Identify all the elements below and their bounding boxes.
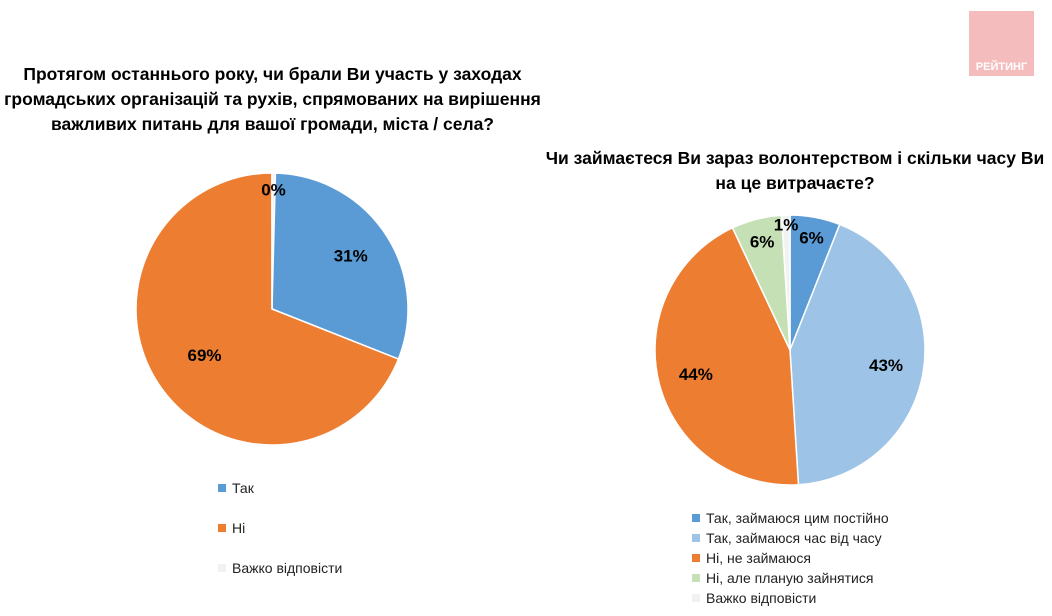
chart-1-data-label-0: 31% — [334, 246, 368, 265]
legend-swatch — [692, 594, 700, 602]
chart-2-title: Чи займаєтеся Ви зараз волонтерством і с… — [545, 148, 1045, 193]
chart-1-data-label-1: 69% — [187, 346, 221, 365]
legend-swatch — [692, 534, 700, 542]
legend-item: Ні, не займаюся — [692, 548, 889, 568]
legend-label: Ні, але планую зайнятися — [706, 570, 874, 586]
legend-item: Так, займаюся час від часу — [692, 528, 889, 548]
chart-1-slice-0 — [271, 172, 409, 361]
legend-label: Так, займаюся час від часу — [706, 530, 882, 546]
legend-item: Ні — [218, 508, 342, 548]
chart-2-data-label-2: 44% — [679, 365, 713, 384]
chart-2-data-label-4: 1% — [774, 216, 799, 235]
chart-2-data-label-3: 6% — [750, 232, 775, 251]
legend-item: Так — [218, 468, 342, 508]
chart-2-data-label-0: 6% — [799, 228, 824, 247]
legend-label: Ні — [232, 520, 246, 536]
legend-swatch — [692, 514, 700, 522]
chart-1-data-label-2: 0% — [261, 180, 286, 199]
legend-label: Важко відповісти — [232, 560, 343, 576]
chart-1-legend: Так Ні Важко відповісти — [218, 468, 342, 588]
chart-1-slice-2 — [271, 172, 277, 310]
legend-item: Ні, але планую зайнятися — [692, 568, 889, 588]
legend-label: Важко відповісти — [706, 590, 817, 606]
legend-swatch — [692, 554, 700, 562]
logo-text: РЕЙТИНГ — [975, 61, 1028, 73]
legend-item: Важко відповісти — [692, 588, 889, 608]
rating-logo: РЕЙТИНГ — [969, 11, 1034, 76]
legend-item: Так, займаюся цим постійно — [692, 508, 889, 528]
chart-2-legend: Так, займаюся цим постійно Так, займаюся … — [692, 508, 889, 608]
legend-swatch — [218, 524, 226, 532]
legend-label: Ні, не займаюся — [706, 550, 811, 566]
legend-label: Так, займаюся цим постійно — [706, 510, 889, 526]
legend-label: Так — [232, 480, 254, 496]
chart-2-data-label-1: 43% — [869, 356, 903, 375]
chart-2-slice-1 — [789, 223, 926, 486]
legend-swatch — [218, 564, 226, 572]
chart-1-title: Протягом останнього року, чи брали Ви уч… — [4, 64, 541, 134]
legend-swatch — [218, 484, 226, 492]
legend-item: Важко відповісти — [218, 548, 342, 588]
legend-swatch — [692, 574, 700, 582]
chart-2-slice-4 — [780, 214, 791, 351]
chart-1-slice-1 — [135, 172, 400, 446]
